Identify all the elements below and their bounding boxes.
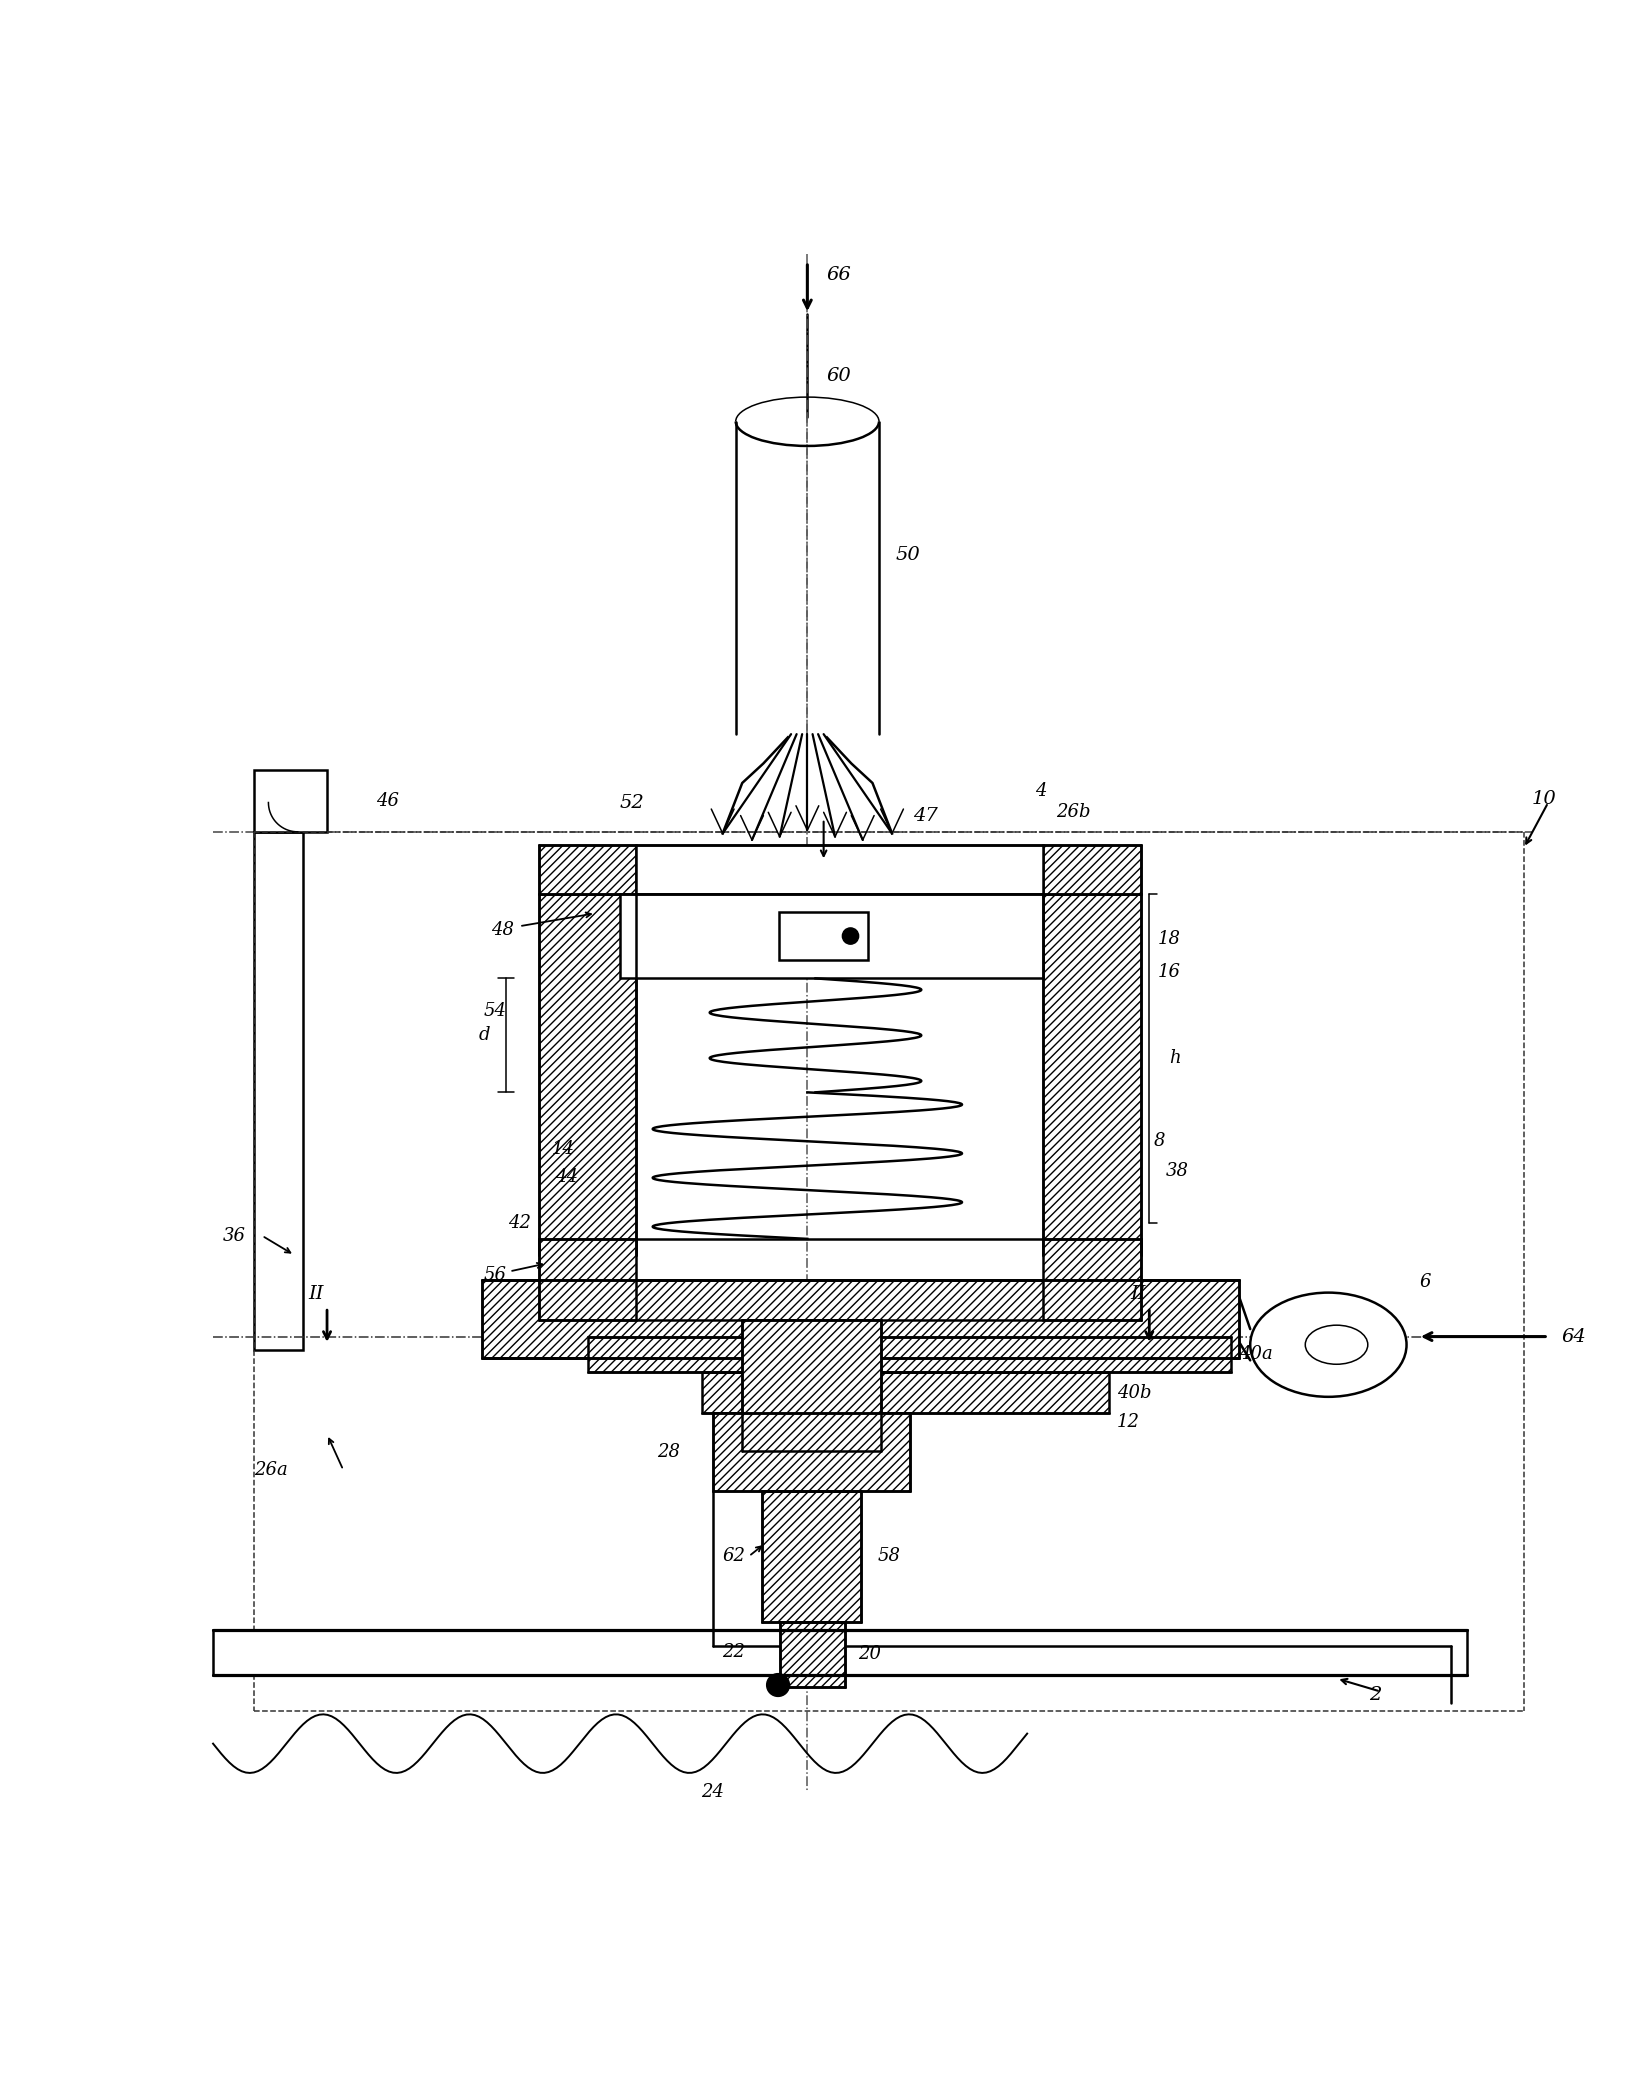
Bar	[742, 1321, 880, 1450]
Text: 46: 46	[375, 791, 399, 810]
Text: 10: 10	[1531, 791, 1555, 808]
Bar	[779, 1622, 844, 1686]
Text: 66: 66	[826, 265, 851, 284]
Text: d: d	[478, 1027, 489, 1044]
Bar	[538, 845, 636, 893]
Text: 64: 64	[1560, 1327, 1584, 1346]
Bar	[481, 1279, 1239, 1359]
Text: 40b: 40b	[1117, 1384, 1151, 1402]
Bar	[619, 893, 1043, 979]
Text: 47: 47	[913, 806, 937, 824]
Text: 52: 52	[619, 793, 644, 812]
Bar	[214, 1630, 1465, 1676]
Text: h: h	[1169, 1050, 1180, 1066]
Bar	[701, 1373, 1108, 1413]
Text: II: II	[308, 1286, 323, 1302]
Text: 44: 44	[554, 1169, 577, 1185]
Bar	[587, 1336, 1231, 1373]
Text: 36: 36	[222, 1227, 246, 1244]
Ellipse shape	[1250, 1292, 1405, 1396]
Text: 2: 2	[1368, 1686, 1381, 1703]
Bar	[761, 1492, 861, 1622]
Text: 4: 4	[1035, 783, 1046, 799]
Text: 38: 38	[1165, 1162, 1188, 1179]
Text: II: II	[1130, 1286, 1144, 1302]
Text: 26b: 26b	[1056, 803, 1090, 822]
Ellipse shape	[1304, 1325, 1368, 1365]
Text: 18: 18	[1157, 931, 1180, 947]
Bar	[538, 893, 636, 1254]
Text: 54: 54	[482, 1002, 505, 1021]
Text: 40a: 40a	[1239, 1346, 1271, 1363]
Bar	[712, 1413, 910, 1492]
Text: 24: 24	[701, 1784, 724, 1801]
Text: 48: 48	[491, 920, 513, 939]
Bar	[1043, 1240, 1141, 1321]
Text: 14: 14	[551, 1140, 574, 1158]
Circle shape	[841, 929, 857, 943]
Text: 8: 8	[1154, 1131, 1165, 1150]
Bar	[254, 833, 303, 1350]
Bar	[254, 770, 328, 833]
Text: 28: 28	[657, 1444, 680, 1461]
Text: 26a: 26a	[254, 1461, 287, 1480]
Bar	[538, 1240, 636, 1321]
Bar	[779, 912, 867, 960]
Text: 16: 16	[1157, 962, 1180, 981]
Text: 56: 56	[482, 1265, 505, 1284]
Text: 22: 22	[722, 1642, 745, 1661]
Text: 42: 42	[507, 1215, 530, 1231]
Bar	[636, 845, 1043, 893]
Text: 58: 58	[877, 1546, 900, 1565]
Bar	[1043, 893, 1141, 1254]
Text: 20: 20	[857, 1645, 880, 1663]
Text: 62: 62	[722, 1546, 745, 1565]
Text: 6: 6	[1418, 1273, 1430, 1292]
Bar	[1043, 845, 1141, 893]
Text: 50: 50	[895, 547, 919, 563]
Text: 12: 12	[1117, 1413, 1139, 1432]
Circle shape	[766, 1674, 789, 1697]
Text: 60: 60	[826, 367, 851, 384]
